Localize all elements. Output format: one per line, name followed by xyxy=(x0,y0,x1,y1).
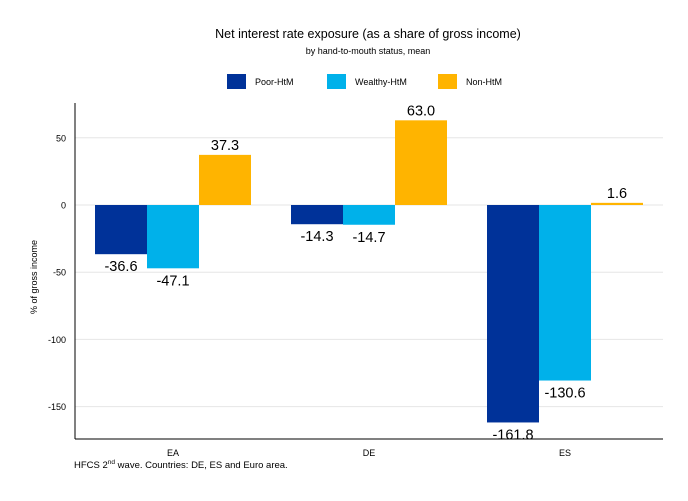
legend-label: Poor-HtM xyxy=(255,77,294,87)
legend-label: Wealthy-HtM xyxy=(355,77,407,87)
x-tick-label: DE xyxy=(363,448,376,458)
bar-wealthy-htm-de xyxy=(343,205,395,225)
y-tick-label: -50 xyxy=(53,268,66,278)
chart-subtitle: by hand-to-mouth status, mean xyxy=(306,46,431,56)
legend-swatch xyxy=(327,74,346,89)
bar-non-htm-es xyxy=(591,202,643,205)
bar-poor-htm-de xyxy=(291,205,343,225)
bar-poor-htm-ea xyxy=(95,205,147,255)
legend-swatch xyxy=(438,74,457,89)
data-label: -14.7 xyxy=(352,230,385,246)
chart-title: Net interest rate exposure (as a share o… xyxy=(215,27,521,41)
footnote-prefix: HFCS 2 xyxy=(74,460,108,472)
legend-swatch xyxy=(227,74,246,89)
y-axis-label: % of gross income xyxy=(29,240,39,314)
data-label: 1.6 xyxy=(607,186,627,202)
data-label: 63.0 xyxy=(407,103,435,119)
x-tick-label: ES xyxy=(559,448,571,458)
bar-non-htm-de xyxy=(395,120,447,205)
footnote: HFCS 2nd wave. Countries: DE, ES and Eur… xyxy=(74,459,288,471)
x-axis-ticks: EA DE ES xyxy=(167,448,571,458)
y-tick-label: -100 xyxy=(48,335,66,345)
x-tick-label: EA xyxy=(167,448,179,458)
y-tick-label: 50 xyxy=(56,133,66,143)
footnote-superscript: nd xyxy=(107,459,116,466)
bar-wealthy-htm-es xyxy=(539,205,591,381)
legend-label: Non-HtM xyxy=(466,77,502,87)
legend: Poor-HtM Wealthy-HtM Non-HtM xyxy=(227,74,502,89)
y-axis-ticks: 50 0 -50 -100 -150 xyxy=(48,133,66,412)
bar-non-htm-ea xyxy=(199,154,251,205)
data-label: -14.3 xyxy=(300,229,333,245)
y-tick-label: 0 xyxy=(61,201,66,211)
y-tick-label: -150 xyxy=(48,402,66,412)
data-label: -47.1 xyxy=(156,273,189,289)
data-label: -130.6 xyxy=(544,386,585,402)
data-label: -36.6 xyxy=(104,259,137,275)
bars xyxy=(95,120,643,423)
footnote-suffix: wave. Countries: DE, ES and Euro area. xyxy=(115,460,288,472)
data-label: -161.8 xyxy=(492,427,533,443)
bar-wealthy-htm-ea xyxy=(147,205,199,269)
bar-poor-htm-es xyxy=(487,205,539,423)
data-label: 37.3 xyxy=(211,138,239,154)
